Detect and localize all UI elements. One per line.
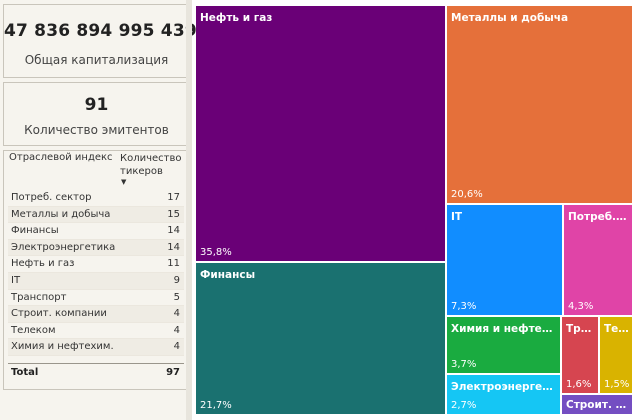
row-count: 11 [167,258,180,270]
total-value: 97 [166,367,180,378]
treemap-tile-telecom[interactable]: Те... 1,5% [600,317,634,395]
row-count: 9 [173,274,180,286]
issuers-card: 91 Количество эмитентов [3,82,190,146]
table-total-row: Total 97 [8,363,184,380]
table-row[interactable]: Строит. компании 4 [8,306,184,323]
tile-percent: 4,3% [568,301,594,312]
treemap-tile-chemicals[interactable]: Химия и нефтех... 3,7% [447,317,562,375]
table-row[interactable]: Химия и нефтехим. 4 [8,339,184,356]
total-label: Total [11,367,39,378]
capitalization-card: 47 836 894 995 439 Общая капитализация [3,4,197,78]
tile-percent: 21,7% [200,400,232,411]
row-name: Финансы [11,225,59,237]
treemap-tile-it[interactable]: IT 7,3% [447,205,564,317]
issuers-value: 91 [84,95,109,115]
row-name: Металлы и добыча [11,208,111,220]
table-row[interactable]: IT 9 [8,272,184,290]
table-row[interactable]: Финансы 14 [8,223,184,240]
tile-percent: 7,3% [451,301,477,312]
column-header-count[interactable]: Количество тикеров [120,153,182,177]
tile-label: Финансы [200,269,256,281]
tile-label: Потреб. ... [568,211,629,223]
tile-label: Металлы и добыча [451,12,569,24]
table-row[interactable]: Телеком 4 [8,323,184,340]
tile-percent: 2,7% [451,400,477,411]
capitalization-label: Общая капитализация [24,53,169,67]
panel-scrollbar[interactable] [186,0,192,420]
row-count: 17 [167,192,180,203]
tile-label: Строит. к... [566,399,629,411]
treemap-tile-transport[interactable]: Тра... 1,6% [562,317,600,395]
tile-percent: 3,7% [451,359,477,370]
table-row[interactable]: Транспорт 5 [8,290,184,307]
row-name: Транспорт [11,291,67,303]
row-name: Химия и нефтехим. [11,341,114,353]
sector-treemap: Нефть и газ 35,8% Финансы 21,7% Металлы … [196,6,634,416]
tile-label: Электроэнергети... [451,381,557,393]
row-count: 5 [173,291,180,303]
row-name: Потреб. сектор [11,192,92,203]
tile-percent: 20,6% [451,189,483,200]
table-body: Потреб. сектор 17 Металлы и добыча 15 Фина… [8,190,184,356]
treemap-tile-construction[interactable]: Строит. к... [562,395,634,416]
tile-label: Нефть и газ [200,12,273,24]
row-count: 4 [173,341,180,353]
table-row[interactable]: Электроэнергетика 14 [8,239,184,257]
treemap-tile-oil-gas[interactable]: Нефть и газ 35,8% [196,6,447,263]
row-count: 4 [173,324,180,336]
row-count: 14 [167,225,180,237]
table-row[interactable]: Нефть и газ 11 [8,256,184,273]
row-count: 15 [167,208,180,220]
treemap-tile-electric-power[interactable]: Электроэнергети... 2,7% [447,375,562,416]
issuers-label: Количество эмитентов [24,123,169,137]
tile-percent: 1,5% [604,379,630,390]
column-header-index[interactable]: Отраслевой индекс [9,152,113,163]
row-count: 14 [167,241,180,253]
row-name: Электроэнергетика [11,241,116,253]
row-name: Нефть и газ [11,258,75,270]
tile-label: Тра... [566,323,595,335]
treemap-tile-consumer[interactable]: Потреб. ... 4,3% [564,205,634,317]
treemap-tile-finance[interactable]: Финансы 21,7% [196,263,447,416]
tile-label: IT [451,211,463,223]
sort-descending-icon: ▼ [121,178,127,186]
row-name: IT [11,274,21,286]
tile-label: Химия и нефтех... [451,323,557,335]
treemap-tile-metals-mining[interactable]: Металлы и добыча 20,6% [447,6,634,205]
table-row[interactable]: Металлы и добыча 15 [8,206,184,224]
left-panel: 47 836 894 995 439 Общая капитализация s… [0,0,197,420]
row-name: Телеком [11,324,56,336]
tile-label: Те... [604,323,629,335]
tile-percent: 35,8% [200,247,232,258]
capitalization-value: 47 836 894 995 439 [4,21,197,41]
table-row[interactable]: Потреб. сектор 17 [8,190,184,207]
tile-percent: 1,6% [566,379,592,390]
row-name: Строит. компании [11,308,107,320]
row-count: 4 [173,308,180,320]
